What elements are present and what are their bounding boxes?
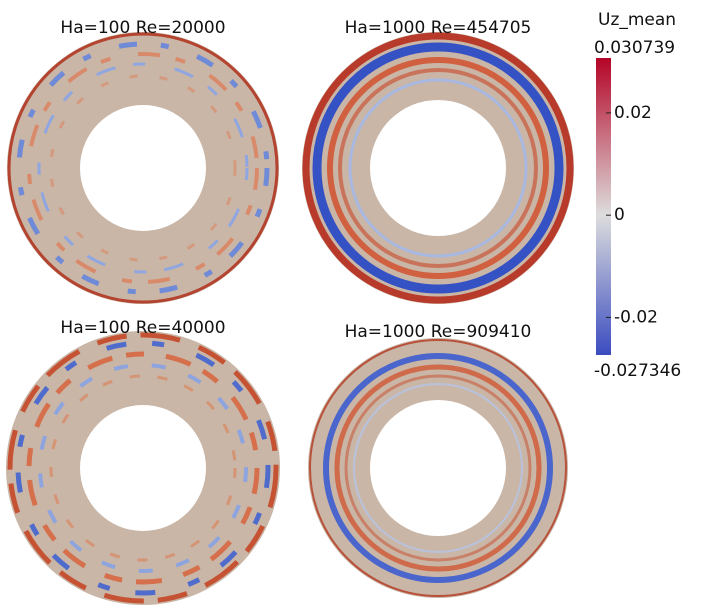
panel-title: Ha=1000 Re=454705 [345, 18, 532, 38]
colorbar [596, 58, 611, 355]
annulus-plot [6, 331, 280, 605]
colorbar-title: Uz_mean [598, 10, 676, 30]
colorbar-tick-label: 0.02 [614, 103, 652, 123]
annulus-plot [308, 338, 568, 598]
panel-title: Ha=100 Re=40000 [60, 318, 225, 338]
colorbar-min-label: -0.027346 [594, 361, 681, 381]
panel-title: Ha=1000 Re=909410 [345, 322, 532, 342]
colorbar-max-label: 0.030739 [594, 38, 675, 58]
colorbar-tick-label: 0 [614, 205, 625, 225]
annulus-plot [302, 32, 574, 304]
annulus-plot [7, 32, 279, 304]
colorbar-tick-label: -0.02 [614, 307, 658, 327]
panel-title: Ha=100 Re=20000 [60, 18, 225, 38]
